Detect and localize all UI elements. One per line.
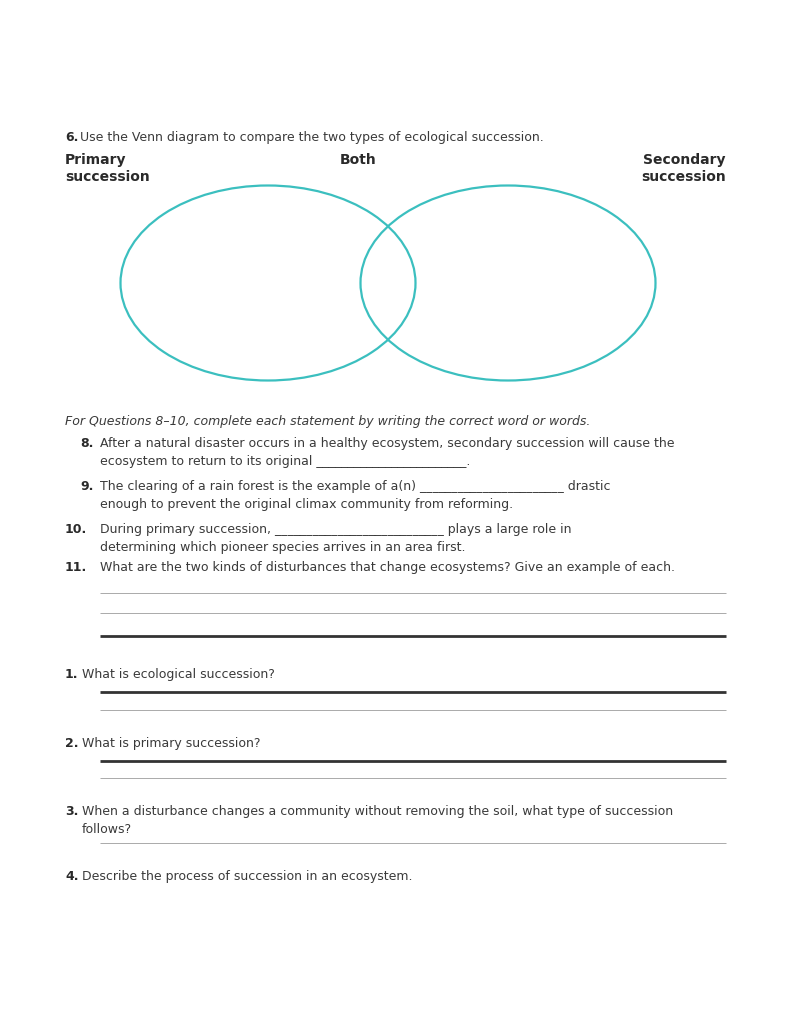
Text: 3.: 3. [65,805,78,818]
Text: What is ecological succession?: What is ecological succession? [82,668,275,681]
Text: ecosystem to return to its original ________________________.: ecosystem to return to its original ____… [100,455,471,468]
Text: Primary: Primary [65,153,127,167]
Text: 11.: 11. [65,561,87,574]
Text: follows?: follows? [82,823,132,836]
Text: Use the Venn diagram to compare the two types of ecological succession.: Use the Venn diagram to compare the two … [80,131,543,144]
Text: 4.: 4. [65,870,78,883]
Text: 9.: 9. [80,480,93,493]
Text: succession: succession [65,170,149,184]
Text: enough to prevent the original climax community from reforming.: enough to prevent the original climax co… [100,498,513,511]
Text: succession: succession [642,170,726,184]
Text: What is primary succession?: What is primary succession? [82,737,260,750]
Text: What are the two kinds of disturbances that change ecosystems? Give an example o: What are the two kinds of disturbances t… [100,561,675,574]
Text: 1.: 1. [65,668,78,681]
Text: Both: Both [339,153,377,167]
Text: For Questions 8–10, complete each statement by writing the correct word or words: For Questions 8–10, complete each statem… [65,415,590,428]
Text: After a natural disaster occurs in a healthy ecosystem, secondary succession wil: After a natural disaster occurs in a hea… [100,437,675,450]
Text: When a disturbance changes a community without removing the soil, what type of s: When a disturbance changes a community w… [82,805,673,818]
Text: The clearing of a rain forest is the example of a(n) _______________________ dra: The clearing of a rain forest is the exa… [100,480,611,493]
Text: 2.: 2. [65,737,78,750]
Text: 10.: 10. [65,523,87,536]
Text: determining which pioneer species arrives in an area first.: determining which pioneer species arrive… [100,541,465,554]
Text: 8.: 8. [80,437,93,450]
Text: Describe the process of succession in an ecosystem.: Describe the process of succession in an… [82,870,412,883]
Text: During primary succession, ___________________________ plays a large role in: During primary succession, _____________… [100,523,572,536]
Text: 6.: 6. [65,131,78,144]
Text: Secondary: Secondary [644,153,726,167]
